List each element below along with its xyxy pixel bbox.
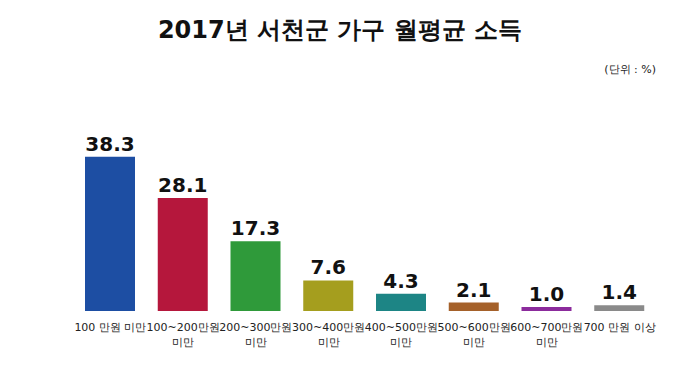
svg-text:미만: 미만 — [245, 336, 267, 349]
svg-text:700 만원 이상: 700 만원 이상 — [584, 321, 656, 334]
svg-text:400~500만원: 400~500만원 — [365, 321, 438, 334]
svg-text:1.4: 1.4 — [602, 280, 637, 304]
svg-text:4.3: 4.3 — [383, 269, 418, 293]
svg-text:미만: 미만 — [390, 336, 412, 349]
svg-text:미만: 미만 — [318, 336, 340, 349]
svg-text:28.1: 28.1 — [158, 173, 207, 197]
svg-text:7.6: 7.6 — [311, 255, 346, 279]
html-text:(단위 : %): (단위 : %) — [604, 63, 656, 76]
svg-text:38.3: 38.3 — [85, 132, 134, 156]
svg-text:2.1: 2.1 — [456, 278, 491, 302]
svg-text:미만: 미만 — [536, 336, 558, 349]
svg-text:미만: 미만 — [172, 336, 194, 349]
svg-text:17.3: 17.3 — [231, 216, 280, 240]
svg-text:100~200만원: 100~200만원 — [147, 321, 220, 334]
svg-text:미만: 미만 — [463, 336, 485, 349]
svg-text:100 만원 미만: 100 만원 미만 — [74, 321, 146, 334]
svg-text:200~300만원: 200~300만원 — [219, 321, 292, 334]
svg-text:300~400만원: 300~400만원 — [292, 321, 365, 334]
html-text:2017년 서천군 가구 월평균 소득: 2017년 서천군 가구 월평균 소득 — [157, 16, 523, 44]
svg-text:500~600만원: 500~600만원 — [438, 321, 511, 334]
svg-text:1.0: 1.0 — [529, 282, 564, 306]
svg-text:600~700만원: 600~700만원 — [510, 321, 583, 334]
